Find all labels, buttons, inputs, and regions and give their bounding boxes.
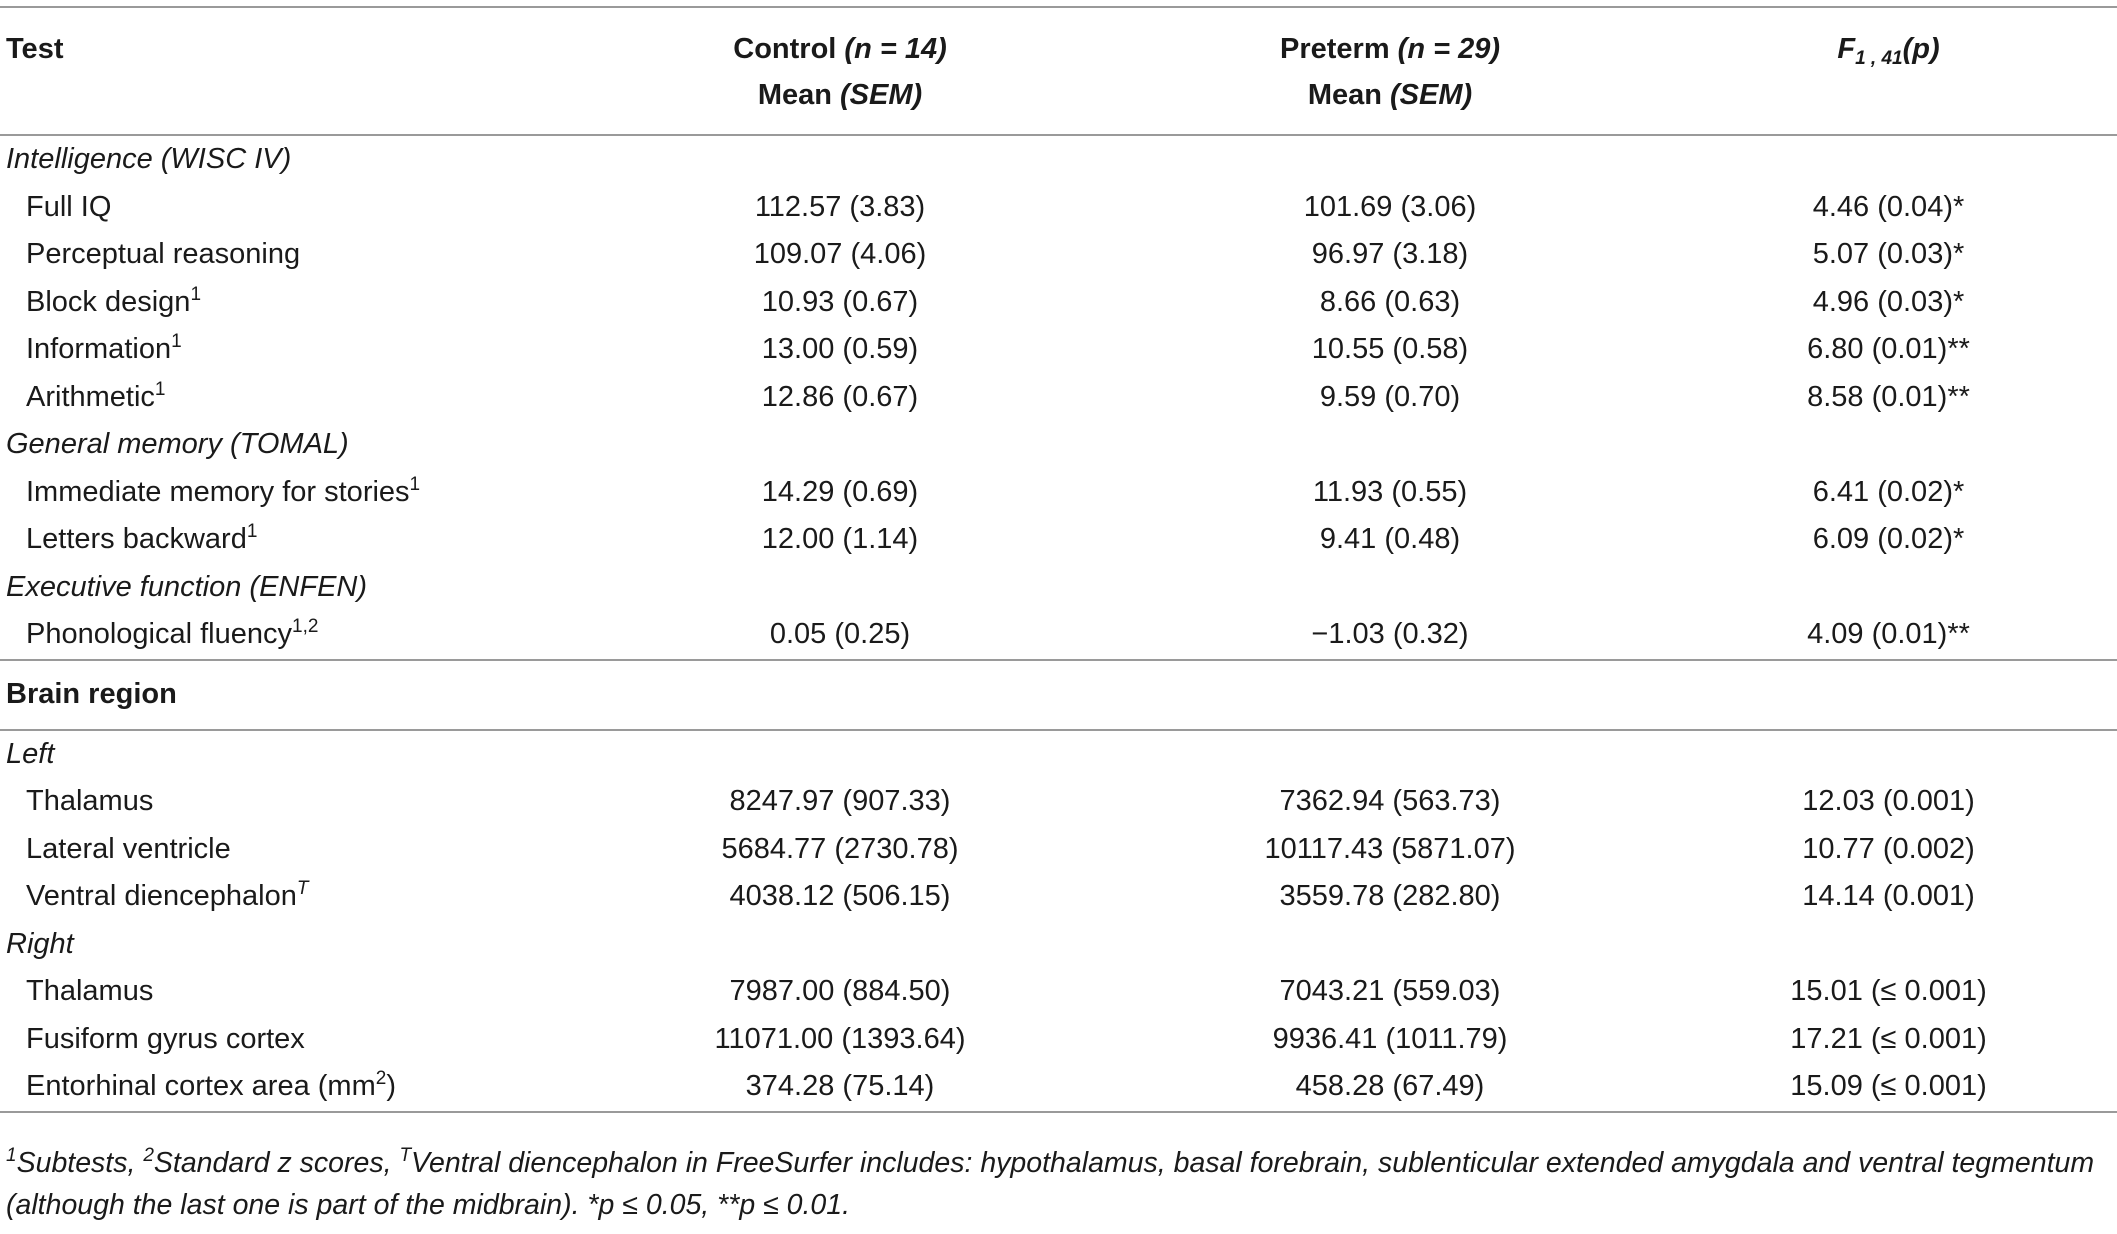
table-row: Lateral ventricle 5684.77 (2730.78) 1011… [0, 826, 2117, 874]
section-left: Left [6, 737, 55, 770]
control-value: 7987.00 (884.50) [729, 975, 951, 1008]
control-value: 8247.97 (907.33) [729, 785, 951, 818]
table-row: Entorhinal cortex area (mm2) 374.28 (75.… [0, 1063, 2117, 1113]
table-row: Phonological fluency1,2 0.05 (0.25) −1.0… [0, 611, 2117, 660]
f-value: 6.80 (0.01)** [1807, 333, 1970, 366]
header-control: Control (n = 14) [560, 6, 1120, 72]
f-value: 5.07 (0.03)* [1812, 238, 1965, 271]
preterm-value: 101.69 (3.06) [1303, 190, 1477, 223]
f-value: 10.77 (0.002) [1802, 832, 1975, 865]
table-row: Thalamus 8247.97 (907.33) 7362.94 (563.7… [0, 778, 2117, 826]
row-label: Lateral ventricle [26, 832, 231, 865]
table-row: Letters backward1 12.00 (1.14) 9.41 (0.4… [0, 516, 2117, 564]
header-f-statistic: F1 , 41(p) [1660, 6, 2117, 72]
f-value: 17.21 (≤ 0.001) [1790, 1022, 1987, 1055]
control-value: 10.93 (0.67) [761, 285, 919, 318]
section-general-memory: General memory (TOMAL) [6, 428, 349, 461]
control-value: 0.05 (0.25) [769, 618, 911, 651]
header-test: Test [0, 6, 560, 72]
header-row-2: Mean (SEM) Mean (SEM) [0, 72, 2117, 136]
table-row: Immediate memory for stories1 14.29 (0.6… [0, 469, 2117, 517]
control-value: 13.00 (0.59) [761, 333, 919, 366]
preterm-value: 7043.21 (559.03) [1279, 975, 1501, 1008]
header-preterm-mean: Mean (SEM) [1120, 72, 1660, 136]
control-value: 4038.12 (506.15) [729, 880, 951, 913]
control-value: 14.29 (0.69) [761, 475, 919, 508]
preterm-value: 8.66 (0.63) [1319, 285, 1461, 318]
f-value: 14.14 (0.001) [1802, 880, 1975, 913]
f-value: 15.01 (≤ 0.001) [1790, 975, 1987, 1008]
row-label: Fusiform gyrus cortex [26, 1022, 305, 1055]
section-intelligence: Intelligence (WISC IV) [6, 143, 292, 176]
preterm-value: 458.28 (67.49) [1120, 1063, 1660, 1113]
f-value: 15.09 (≤ 0.001) [1660, 1063, 2117, 1113]
section-executive-function: Executive function (ENFEN) [6, 570, 368, 603]
row-label: Arithmetic1 [26, 378, 166, 413]
section-brain-region: Brain region [0, 658, 2117, 731]
row-label: Immediate memory for stories1 [26, 473, 421, 508]
table-row: Thalamus 7987.00 (884.50) 7043.21 (559.0… [0, 968, 2117, 1016]
row-label: Full IQ [26, 190, 112, 223]
table-row: Information1 13.00 (0.59) 10.55 (0.58) 6… [0, 326, 2117, 374]
results-table: Test Control (n = 14) Preterm (n = 29) F… [0, 6, 2117, 1113]
header-control-mean: Mean (SEM) [560, 72, 1120, 136]
f-value: 12.03 (0.001) [1802, 785, 1975, 818]
header-preterm: Preterm (n = 29) [1120, 6, 1660, 72]
row-label: Entorhinal cortex area (mm2) [0, 1063, 560, 1113]
table-row: Arithmetic1 12.86 (0.67) 9.59 (0.70) 8.5… [0, 374, 2117, 422]
preterm-value: 11.93 (0.55) [1312, 475, 1468, 508]
control-value: 11071.00 (1393.64) [714, 1022, 966, 1055]
preterm-value: 9.59 (0.70) [1319, 380, 1461, 413]
row-label: Thalamus [26, 785, 154, 818]
table-row: Full IQ 112.57 (3.83) 101.69 (3.06) 4.46… [0, 184, 2117, 232]
f-value: 6.09 (0.02)* [1812, 523, 1965, 556]
section-right: Right [6, 927, 74, 960]
table-footnote: 1Subtests, 2Standard z scores, TVentral … [6, 1145, 2095, 1221]
row-label: Phonological fluency1,2 [26, 616, 319, 651]
preterm-value: 9.41 (0.48) [1319, 523, 1461, 556]
preterm-value: 10.55 (0.58) [1311, 333, 1469, 366]
preterm-value: 96.97 (3.18) [1311, 238, 1469, 271]
f-value: 8.58 (0.01)** [1807, 380, 1970, 413]
row-label: Information1 [26, 331, 182, 366]
f-value: 4.46 (0.04)* [1812, 190, 1965, 223]
preterm-value: −1.03 (0.32) [1311, 618, 1469, 651]
control-value: 5684.77 (2730.78) [721, 832, 959, 865]
control-value: 12.00 (1.14) [761, 523, 919, 556]
f-value: 4.09 (0.01)** [1807, 618, 1970, 651]
control-value: 374.28 (75.14) [560, 1063, 1120, 1113]
row-label: Ventral diencephalonT [26, 878, 309, 913]
preterm-value: 7362.94 (563.73) [1279, 785, 1501, 818]
preterm-value: 9936.41 (1011.79) [1272, 1022, 1508, 1055]
control-value: 12.86 (0.67) [761, 380, 919, 413]
f-value: 6.41 (0.02)* [1812, 475, 1965, 508]
preterm-value: 10117.43 (5871.07) [1264, 832, 1516, 865]
row-label: Thalamus [26, 975, 154, 1008]
table-row: Ventral diencephalonT 4038.12 (506.15) 3… [0, 873, 2117, 921]
header-row-1: Test Control (n = 14) Preterm (n = 29) F… [0, 6, 2117, 72]
control-value: 109.07 (4.06) [753, 238, 927, 271]
table-row: Fusiform gyrus cortex 11071.00 (1393.64)… [0, 1016, 2117, 1064]
row-label: Perceptual reasoning [26, 238, 301, 271]
table-row: Perceptual reasoning 109.07 (4.06) 96.97… [0, 231, 2117, 279]
control-value: 112.57 (3.83) [754, 190, 926, 223]
table-row: Block design1 10.93 (0.67) 8.66 (0.63) 4… [0, 279, 2117, 327]
f-value: 4.96 (0.03)* [1812, 285, 1965, 318]
row-label: Letters backward1 [26, 521, 258, 556]
row-label: Block design1 [26, 283, 202, 318]
preterm-value: 3559.78 (282.80) [1279, 880, 1501, 913]
